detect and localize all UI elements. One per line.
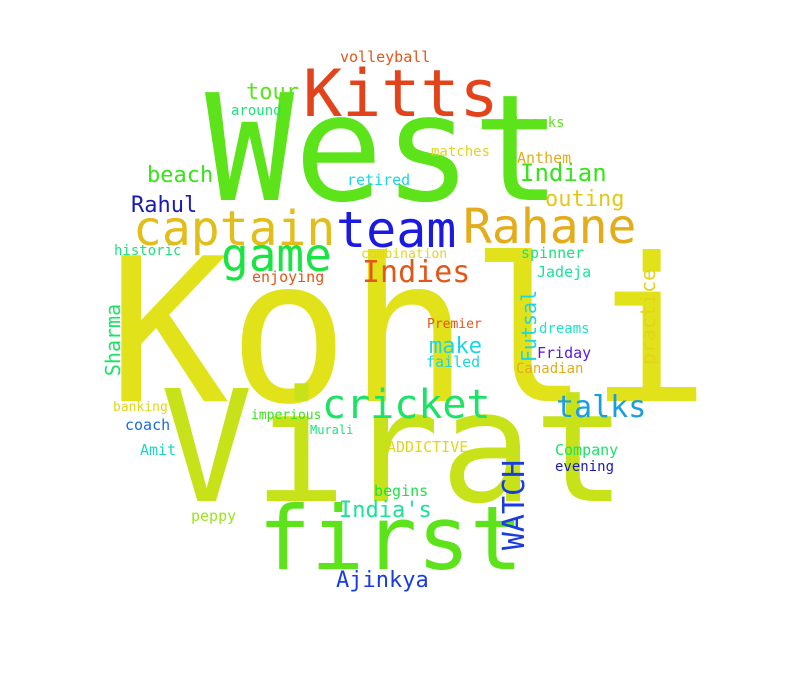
word-historic: historic — [114, 243, 182, 259]
word-practice: practice — [636, 268, 661, 366]
word-indian: Indian — [520, 159, 607, 187]
word-tour: tour — [246, 80, 299, 105]
word-jadeja: Jadeja — [537, 263, 592, 281]
word-knocks: knocks — [514, 115, 565, 131]
word-watch: WATCH — [497, 459, 533, 551]
word-rahul: Rahul — [131, 193, 198, 218]
word-indias: India's — [339, 498, 432, 523]
word-company: Company — [555, 441, 619, 459]
word-sharma: Sharma — [101, 303, 126, 377]
word-evening: evening — [555, 459, 615, 475]
word-first: first — [258, 487, 523, 590]
word-team: team — [336, 201, 457, 259]
word-amit: Amit — [140, 441, 177, 459]
word-anthem: Anthem — [517, 149, 572, 167]
word-banking: banking — [113, 400, 168, 415]
word-around: around — [231, 103, 282, 119]
word-peppy: peppy — [191, 507, 237, 525]
word-enjoying: enjoying — [252, 268, 325, 286]
word-rahane: Rahane — [463, 199, 637, 255]
word-spinner: spinner — [521, 244, 585, 262]
word-murali: Murali — [310, 423, 354, 437]
word-friday: Friday — [537, 344, 592, 362]
word-kohli: Kohli — [108, 216, 711, 449]
word-matches: matches — [431, 144, 491, 160]
word-cricket: cricket — [322, 382, 491, 428]
word-make: make — [429, 334, 482, 359]
word-talks: talks — [556, 390, 647, 425]
word-volleyball: volleyball — [340, 48, 431, 66]
word-outing: outing — [545, 187, 625, 212]
word-premier: Premier — [427, 317, 482, 332]
word-dreams: dreams — [539, 321, 590, 337]
word-kitts: Kitts — [303, 57, 499, 132]
word-failed: failed — [426, 353, 481, 371]
word-begins: begins — [374, 482, 429, 500]
word-indies: Indies — [362, 255, 471, 290]
word-imperious: imperious — [251, 408, 322, 423]
word-ajinkya: Ajinkya — [336, 568, 429, 593]
word-coach: coach — [125, 416, 171, 434]
word-canadian: Canadian — [516, 361, 584, 377]
word-virat: Virat — [160, 357, 627, 538]
word-west: West — [205, 63, 562, 235]
word-addictive: ADDICTIVE — [387, 438, 469, 456]
word-captain: captain — [133, 201, 336, 257]
word-game: game — [221, 228, 332, 282]
word-combination: combination — [361, 247, 448, 262]
word-retired: retired — [347, 171, 411, 189]
word-beach: beach — [147, 163, 214, 188]
